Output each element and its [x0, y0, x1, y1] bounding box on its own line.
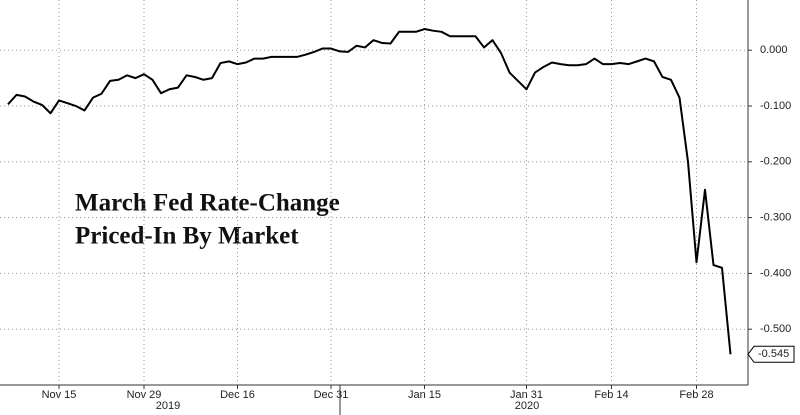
x-tick-label: Feb 28 — [679, 389, 713, 401]
y-tick-label: -0.100 — [760, 100, 791, 112]
x-tick-label: Nov 29 — [127, 389, 162, 401]
y-tick-label: -0.200 — [760, 156, 791, 168]
x-tick-label: Feb 14 — [594, 389, 628, 401]
year-label: 2019 — [156, 400, 180, 412]
chart-title: March Fed Rate-Change — [75, 190, 340, 217]
y-tick-label: -0.400 — [760, 267, 791, 279]
y-tick-label: -0.300 — [760, 212, 791, 224]
x-tick-label: Jan 15 — [408, 389, 441, 401]
line — [7, 28, 732, 355]
year-label: 2020 — [515, 400, 539, 412]
value-label: -0.545 — [758, 348, 789, 360]
x-tick-label: Nov 15 — [42, 389, 77, 401]
y-tick-label: -0.500 — [760, 323, 791, 335]
y-tick-label: 0.000 — [760, 44, 788, 56]
x-tick-label: Jan 31 — [510, 389, 543, 401]
x-tick-label: Dec 31 — [314, 389, 349, 401]
chart-title: Priced-In By Market — [75, 223, 299, 250]
x-tick-label: Dec 16 — [220, 389, 255, 401]
value-label-box — [747, 345, 795, 363]
